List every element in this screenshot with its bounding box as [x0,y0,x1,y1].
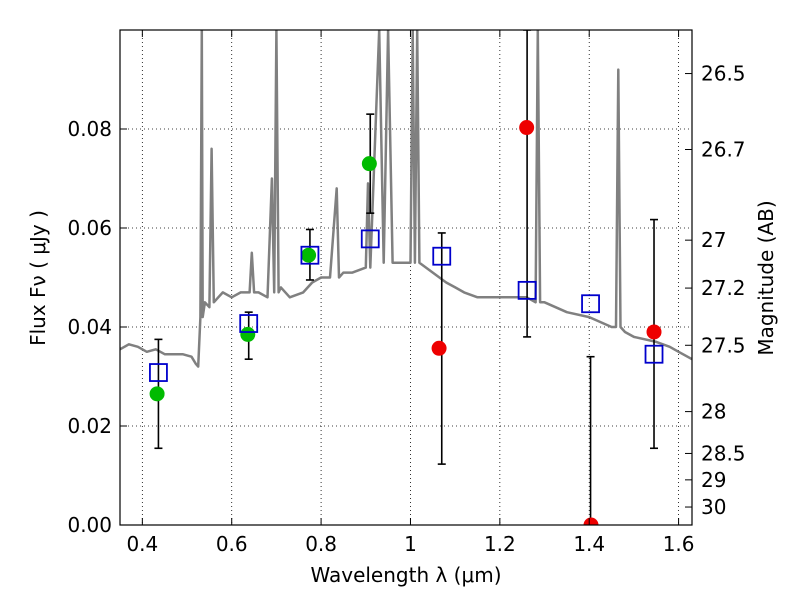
model-square-0 [149,363,168,382]
x-axis-label: Wavelength λ (μm) [310,563,501,587]
model-square-3 [360,229,380,249]
y-tick-label-2: 0.04 [67,315,112,339]
x-tick-label-6: 1.6 [663,532,695,556]
model-square-5 [517,280,537,300]
x-tick-label-2: 0.8 [305,532,337,556]
red-point-3 [646,324,662,340]
y-tick-label-4: 0.08 [67,117,112,141]
right-tick-label-0: 26.5 [701,62,746,86]
tick-labels: 0.4 0.6 0.8 1 1.2 1.4 1.6 0.00 0.02 0.04 0.06 0.08 2… [67,62,745,556]
right-tick-label-2: 27 [701,228,726,252]
right-tick-label-1: 26.7 [701,138,746,162]
red-point-2 [583,517,599,525]
green-point-2 [301,247,317,263]
model-square-6 [581,294,600,314]
grid [120,30,692,525]
red-point-1 [519,120,535,136]
ticks [120,30,692,526]
plot-frame [119,29,693,526]
x-tick-label-3: 1 [404,532,417,556]
model-square-1 [239,314,259,333]
right-tick-label-7: 29 [701,468,726,492]
y-axis-label: Flux Fν ( μJy ) [26,210,50,346]
right-tick-label-8: 30 [701,495,726,519]
green-point-1 [240,326,256,342]
right-tick-label-5: 28 [701,400,726,424]
right-tick-label-3: 27.2 [701,276,746,300]
plot-area [120,30,692,525]
template-spectrum-line [120,30,692,368]
right-tick-label-4: 27.5 [701,333,746,357]
green-point-3 [361,156,377,172]
green-point-0 [149,386,165,402]
red-point-0 [431,340,447,356]
model-square-7 [644,344,664,364]
right-tick-label-6: 28.5 [701,441,746,465]
model-square-2 [300,245,320,265]
x-tick-label-5: 1.4 [573,532,605,556]
y-tick-label-1: 0.02 [67,414,112,438]
right-axis-label: Magnitude (AB) [754,200,778,355]
model-square-4 [432,246,452,266]
x-tick-label-1: 0.6 [216,532,248,556]
y-tick-label-0: 0.00 [67,513,112,537]
x-tick-label-4: 1.2 [484,532,516,556]
x-tick-label-0: 0.4 [126,532,158,556]
y-tick-label-3: 0.06 [67,216,112,240]
